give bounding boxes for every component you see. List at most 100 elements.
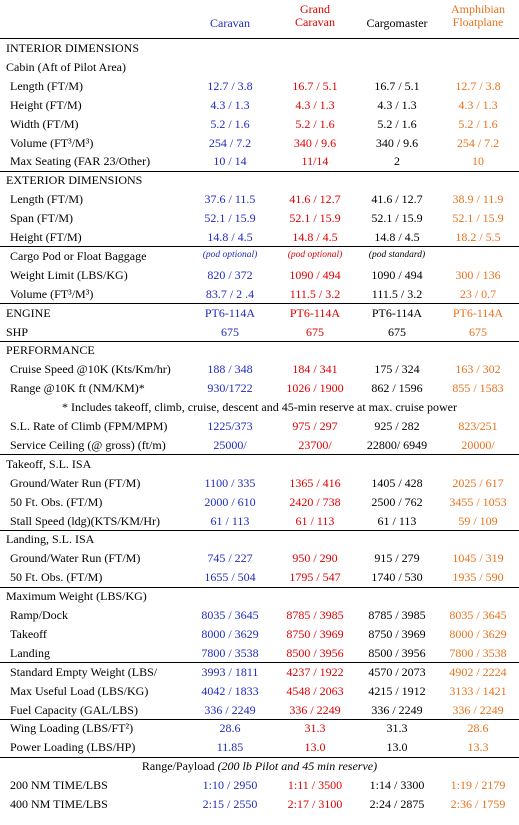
cell-cargomaster: 5.2 / 1.6 (377, 116, 417, 131)
cell-amphibian: 2025 / 617 (452, 475, 504, 490)
cell-caravan: 675 (221, 324, 239, 339)
cell-caravan: 3993 / 1811 (201, 664, 259, 679)
row-label: Fuel Capacity (GAL/LBS) (10, 702, 138, 717)
spec-row: Takeoff 8000 / 3629 8750 / 3969 8750 / 3969… (0, 625, 519, 644)
cell-cargomaster: 915 / 279 (374, 551, 420, 566)
row-label: SHP (6, 324, 29, 339)
cell-caravan: 1:10 / 2950 (202, 778, 258, 793)
cell-grand-caravan: 8500 / 3956 (286, 645, 344, 660)
row-label: Volume (FT³/M³) (10, 135, 94, 150)
cell-amphibian: 254 / 7.2 (456, 135, 500, 150)
row-label: Wing Loading (LBS/FT²) (10, 721, 134, 736)
spec-row: * Includes takeoff, climb, cruise, desce… (0, 398, 519, 417)
cell-amphibian: 336 / 2249 (452, 702, 504, 717)
cell-grand-caravan: 14.8 / 4.5 (292, 230, 338, 244)
cell-grand-caravan: 13.0 (304, 740, 326, 755)
spec-row: Cargo Pod or Float Baggage (pod optional)… (0, 247, 519, 266)
cell-amphibian: 3455 / 1053 (449, 494, 507, 509)
cell-cargomaster: 2 (394, 154, 400, 169)
cell-cargomaster: 13.0 (386, 740, 408, 755)
spec-row: Stall Speed (ldg)(KTS/KM/Hr) 61 / 113 61 /… (0, 512, 519, 531)
row-label: * Includes takeoff, climb, cruise, desce… (62, 400, 457, 415)
cell-grand-caravan: 23700/ (298, 437, 332, 452)
cell-amphibian: 13.3 (467, 740, 489, 755)
cell-caravan: 10 / 14 (213, 154, 247, 169)
header-amphibian-line-2: Floatplane (452, 15, 504, 29)
cell-caravan: 25000/ (213, 437, 247, 452)
cell-cargomaster: PT6-114A (371, 305, 423, 320)
cell-grand-caravan: 52.1 / 15.9 (289, 211, 341, 226)
cell-amphibian: 52.1 / 15.9 (452, 211, 504, 226)
row-label: Length (FT/M) (10, 192, 83, 207)
section-rule (0, 454, 519, 456)
cell-cargomaster: 8750 / 3969 (368, 626, 426, 641)
row-label: 50 Ft. Obs. (FT/M) (10, 494, 103, 509)
cell-grand-caravan: 4548 / 2063 (286, 683, 344, 698)
row-label: Cabin (Aft of Pilot Area) (6, 59, 126, 74)
cell-amphibian: 8000 / 3629 (449, 626, 507, 641)
spec-row: Length (FT/M) 12.7 / 3.8 16.7 / 5.1 16.7 / … (0, 77, 519, 96)
cell-cargomaster: 41.6 / 12.7 (371, 192, 423, 207)
cell-caravan: 930/1722 (207, 381, 253, 396)
cell-cargomaster: 1405 / 428 (371, 475, 423, 490)
cell-caravan: 5.2 / 1.6 (210, 116, 250, 131)
row-label: Takeoff, S.L. ISA (6, 456, 92, 471)
row-label: 200 NM TIME/LBS (10, 778, 108, 793)
cell-grand-caravan: 8785 / 3985 (286, 608, 344, 622)
cell-amphibian: 1935 / 590 (452, 570, 504, 585)
spec-row: ENGINE PT6-114A PT6-114A PT6-114A PT6-114A (0, 304, 519, 323)
cell-caravan: 1655 / 504 (204, 570, 256, 585)
section-rule (0, 586, 519, 588)
spec-row: EXTERIOR DIMENSIONS (0, 171, 519, 190)
cell-caravan: 8035 / 3645 (201, 608, 259, 622)
cell-grand-caravan: 8750 / 3969 (286, 626, 344, 641)
cell-cargomaster: 1:14 / 3300 (369, 778, 425, 793)
spec-row: Weight Limit (LBS/KG) 820 / 372 1090 / 494… (0, 266, 519, 285)
cell-grand-caravan: 5.2 / 1.6 (295, 116, 335, 131)
spec-row: Cabin (Aft of Pilot Area) (0, 58, 519, 77)
header-rule (0, 38, 519, 39)
row-label: Max Seating (FAR 23/Other) (10, 154, 151, 169)
cell-amphibian: 823/251 (458, 419, 498, 433)
row-label: Takeoff (10, 626, 47, 641)
cell-amphibian: 20000/ (461, 437, 495, 452)
row-label: Weight Limit (LBS/KG) (10, 267, 128, 282)
row-label: Ground/Water Run (FT/M) (10, 475, 141, 490)
row-label: Cruise Speed @10K (Kts/Km/hr) (10, 362, 171, 377)
cell-caravan: 7800 / 3538 (201, 645, 259, 660)
cell-cargomaster: 862 / 1596 (371, 381, 423, 396)
cell-grand-caravan: 11/14 (301, 154, 329, 169)
row-label: Length (FT/M) (10, 78, 83, 93)
cell-caravan: 8000 / 3629 (201, 626, 259, 641)
cell-amphibian: 1:19 / 2179 (450, 778, 506, 793)
cell-grand-caravan: 340 / 9.6 (293, 135, 337, 150)
cell-caravan: 11.85 (216, 740, 244, 755)
spec-row: Fuel Capacity (GAL/LBS) 336 / 2249 336 / 2… (0, 701, 519, 720)
row-label: EXTERIOR DIMENSIONS (6, 173, 143, 188)
row-label: Height (FT/M) (10, 230, 82, 244)
cell-grand-caravan: PT6-114A (289, 305, 341, 320)
cell-caravan: 14.8 / 4.5 (207, 230, 253, 244)
spec-row: SHP 675 675 675 675 (0, 323, 519, 342)
cell-caravan: PT6-114A (204, 305, 256, 320)
cell-grand-caravan: 41.6 / 12.7 (289, 192, 341, 207)
row-label-plain: Range/Payload (141, 759, 218, 774)
cell-cargomaster: 16.7 / 5.1 (374, 78, 420, 93)
cell-grand-caravan: 1090 / 494 (289, 267, 341, 282)
cell-cargomaster: 8785 / 3985 (368, 608, 426, 622)
row-label: Landing, S.L. ISA (6, 532, 95, 547)
row-label: Ground/Water Run (FT/M) (10, 551, 141, 566)
cell-cargomaster: 336 / 2249 (371, 702, 423, 717)
row-label: Standard Empty Weight (LBS/ (10, 664, 158, 679)
row-label: 50 Ft. Obs. (FT/M) (10, 570, 103, 585)
cell-grand-caravan: 111.5 / 3.2 (289, 286, 341, 301)
spec-row: Span (FT/M) 52.1 / 15.9 52.1 / 15.9 52.1 / … (0, 209, 519, 228)
section-rule (0, 662, 519, 664)
spec-row: S.L. Rate of Climb (FPM/MPM) 1225/373 975 … (0, 417, 519, 436)
cell-amphibian: 38.9 / 11.9 (452, 192, 504, 207)
spec-row: Landing 7800 / 3538 8500 / 3956 8500 / 3956… (0, 644, 519, 663)
section-rule (0, 718, 519, 720)
cell-grand-caravan: 61 / 113 (295, 513, 335, 528)
cell-grand-caravan: 4.3 / 1.3 (295, 97, 335, 112)
row-label: Range @10K ft (NM/KM)* (10, 381, 145, 396)
